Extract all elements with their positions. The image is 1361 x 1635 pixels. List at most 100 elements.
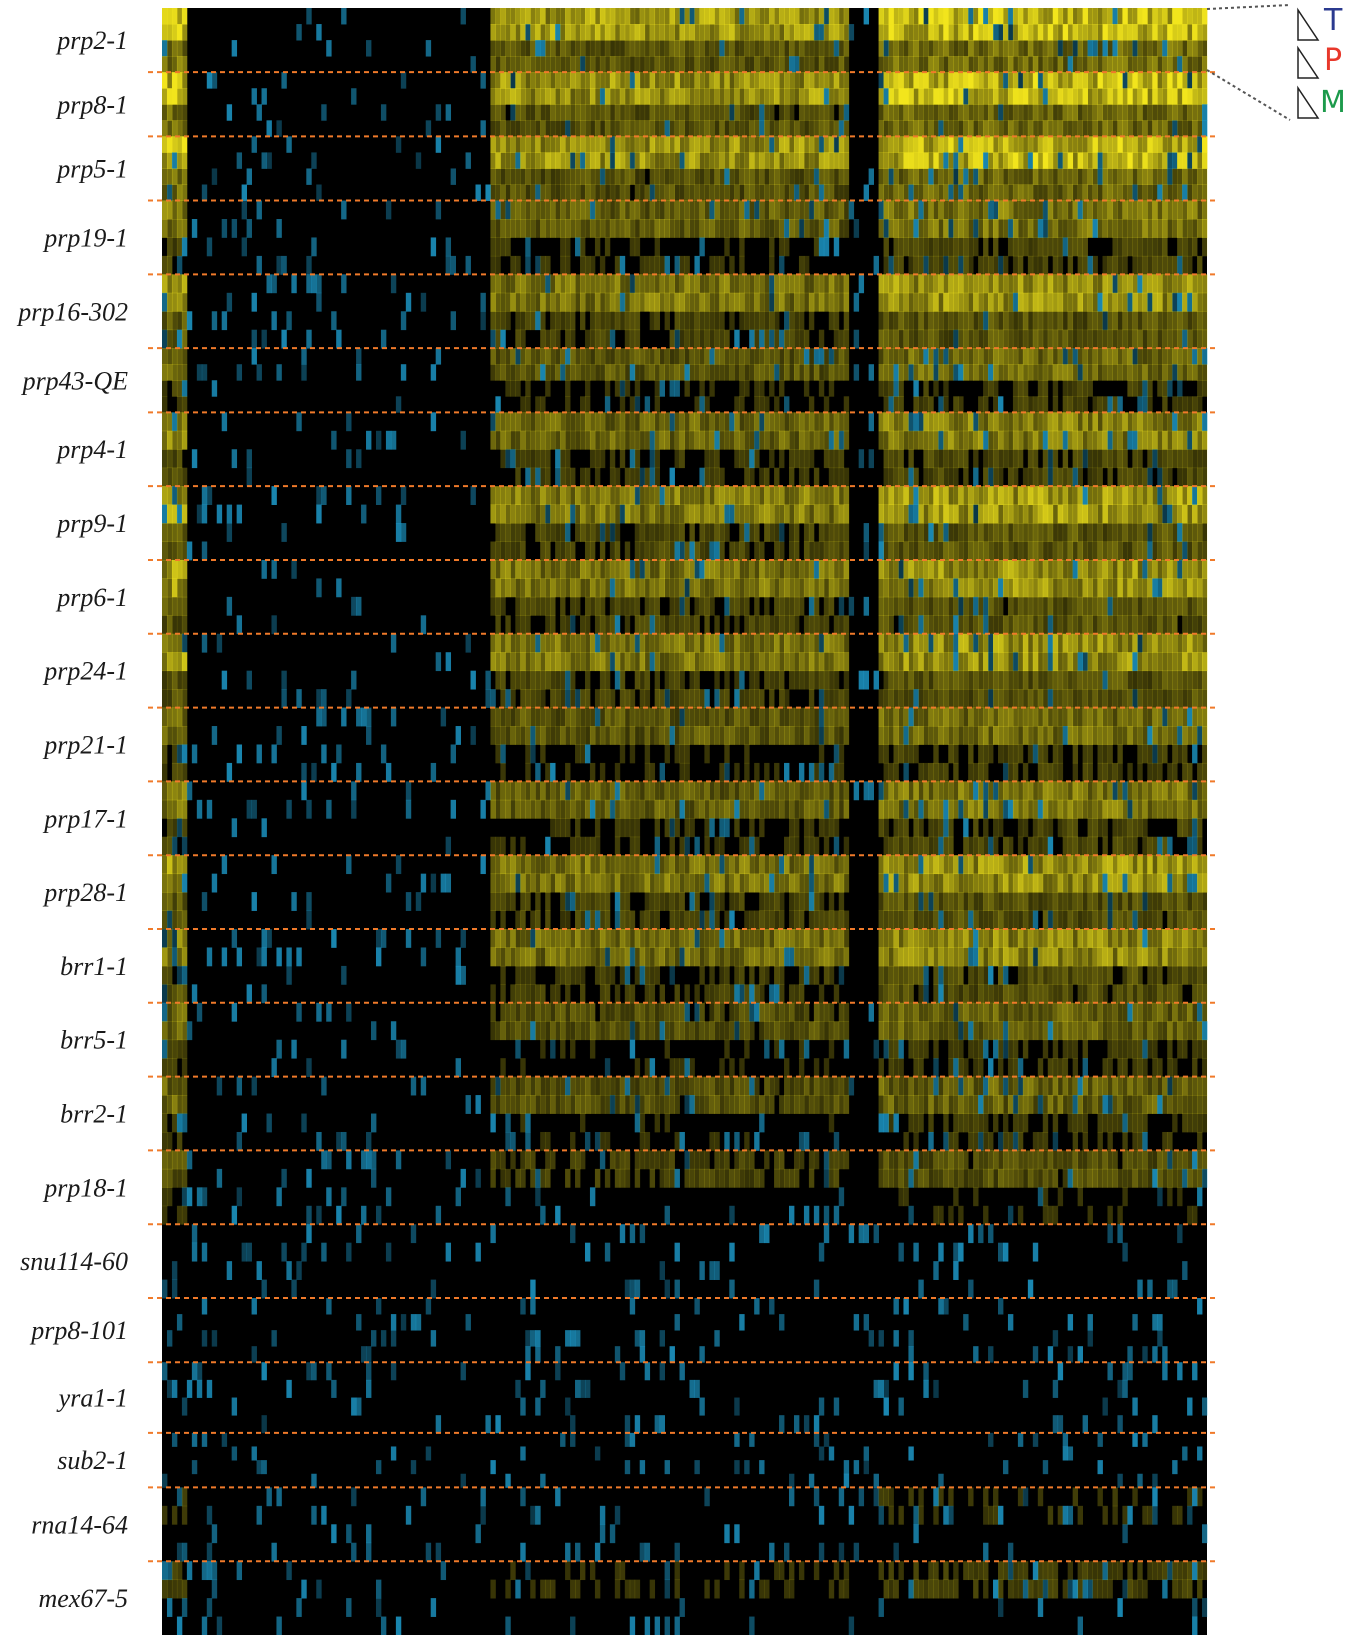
- heatmap-cell: [1177, 504, 1183, 524]
- heatmap-cell: [555, 578, 561, 598]
- heatmap-cell: [176, 8, 183, 25]
- heatmap-cell: [659, 72, 665, 89]
- heatmap-cell: [639, 219, 646, 238]
- heatmap-cell: [699, 380, 705, 397]
- heatmap-cell: [565, 615, 571, 635]
- heatmap-cell: [1132, 364, 1138, 381]
- heatmap-cell: [813, 364, 820, 381]
- heatmap-cell: [1062, 449, 1069, 469]
- heatmap-cell: [714, 467, 720, 487]
- heatmap-cell: [948, 200, 954, 220]
- heatmap-cell: [993, 40, 999, 57]
- heatmap-cell: [1087, 311, 1093, 331]
- heatmap-cell: [933, 364, 939, 381]
- heatmap-cell: [903, 311, 909, 331]
- heatmap-cell: [893, 255, 899, 275]
- heatmap-cell: [634, 541, 641, 561]
- heatmap-cell: [624, 596, 631, 616]
- heatmap-cell: [704, 486, 710, 505]
- heatmap-cell: [1112, 72, 1118, 89]
- heatmap-cell: [1102, 541, 1108, 561]
- heatmap-cell: [485, 184, 491, 201]
- heatmap-cell: [395, 523, 402, 542]
- heatmap-cell: [953, 396, 959, 413]
- heatmap-cell: [888, 184, 894, 201]
- heatmap-cell: [724, 24, 730, 41]
- heatmap-cell: [808, 184, 815, 201]
- heatmap-cell: [818, 8, 825, 25]
- heatmap-cell: [604, 219, 611, 238]
- heatmap-cell: [1112, 412, 1118, 432]
- heatmap-cell: [1082, 523, 1088, 542]
- heatmap-cell: [769, 136, 775, 153]
- heatmap-cell: [1092, 219, 1098, 238]
- heatmap-cell: [1092, 504, 1098, 524]
- heatmap-cell: [963, 311, 969, 331]
- heatmap-cell: [793, 219, 800, 238]
- heatmap-cell: [1012, 152, 1019, 169]
- heatmap-cell: [769, 348, 775, 365]
- heatmap-cell: [1012, 56, 1019, 73]
- heatmap-cell: [1027, 467, 1034, 487]
- heatmap-cell: [166, 486, 173, 505]
- heatmap-cell: [938, 541, 944, 561]
- heatmap-cell: [784, 200, 790, 220]
- heatmap-cell: [958, 559, 964, 579]
- heatmap-cell: [888, 504, 894, 524]
- heatmap-cell: [983, 329, 989, 349]
- heatmap-cell: [1117, 8, 1123, 25]
- heatmap-cell: [316, 184, 322, 201]
- heatmap-cell: [1112, 523, 1118, 542]
- heatmap-cell: [465, 255, 471, 275]
- heatmap-cell: [669, 136, 675, 153]
- heatmap-cell: [1027, 120, 1034, 137]
- heatmap-cell: [540, 578, 546, 598]
- heatmap-cell: [505, 578, 511, 598]
- heatmap-cell: [1172, 24, 1178, 41]
- heatmap-cell: [734, 120, 740, 137]
- heatmap-cell: [1182, 559, 1188, 579]
- heatmap-cell: [1137, 8, 1143, 25]
- heatmap-cell: [530, 136, 536, 153]
- heatmap-cell: [1067, 237, 1074, 257]
- heatmap-cell: [988, 311, 994, 331]
- heatmap-cell: [689, 504, 695, 524]
- heatmap-cell: [555, 219, 561, 238]
- heatmap-cell: [634, 136, 641, 153]
- heatmap-cell: [490, 274, 496, 294]
- heatmap-cell: [883, 523, 889, 542]
- heatmap-cell: [1187, 449, 1193, 469]
- heatmap-cell: [968, 136, 974, 153]
- heatmap-cell: [266, 274, 272, 294]
- heatmap-cell: [918, 88, 924, 105]
- heatmap-cell: [714, 219, 720, 238]
- heatmap-cell: [709, 168, 715, 185]
- heatmap-cell: [893, 24, 899, 41]
- heatmap-cell: [789, 40, 795, 57]
- heatmap-cell: [908, 274, 914, 294]
- heatmap-cell: [1042, 559, 1049, 579]
- heatmap-cell: [684, 504, 690, 524]
- heatmap-cell: [560, 467, 566, 487]
- heatmap-cell: [1157, 467, 1163, 487]
- heatmap-cell: [644, 578, 651, 598]
- heatmap-cell: [346, 486, 352, 505]
- heatmap-cell: [659, 40, 665, 57]
- heatmap-cell: [793, 152, 800, 169]
- heatmap-cell: [1187, 396, 1193, 413]
- heatmap-cell: [1112, 219, 1118, 238]
- heatmap-cell: [898, 120, 904, 137]
- heatmap-cell: [1192, 596, 1198, 616]
- heatmap-cell: [495, 486, 501, 505]
- heatmap-cell: [893, 329, 899, 349]
- heatmap-cell: [1162, 72, 1168, 89]
- heatmap-cell: [679, 152, 685, 169]
- heatmap-cell: [221, 311, 228, 331]
- heatmap-cell: [624, 88, 631, 105]
- heatmap-cell: [823, 348, 830, 365]
- heatmap-cell: [171, 200, 178, 220]
- heatmap-cell: [594, 136, 601, 153]
- heatmap-cell: [878, 274, 884, 294]
- heatmap-cell: [580, 311, 586, 331]
- heatmap-cell: [838, 219, 845, 238]
